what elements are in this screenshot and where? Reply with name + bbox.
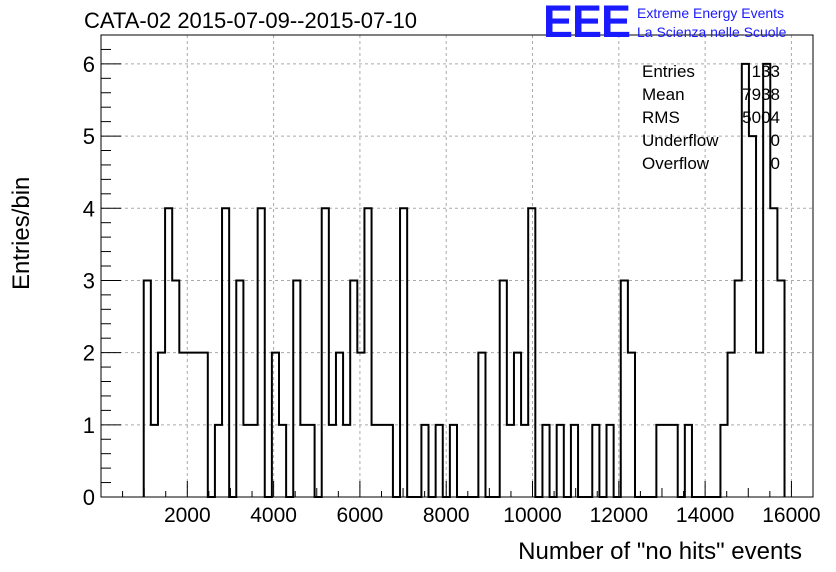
stat-value: 7938 — [742, 85, 780, 104]
x-tick-label: 12000 — [590, 504, 648, 527]
y-tick-label: 4 — [83, 196, 95, 221]
histogram-bin — [735, 280, 742, 497]
histogram-bin — [251, 425, 258, 497]
histogram-bin — [307, 425, 314, 497]
histogram-bin — [671, 425, 678, 497]
histogram-bin — [685, 425, 692, 497]
x-tick-label: 16000 — [762, 504, 820, 527]
histogram-bin — [720, 425, 727, 497]
logo-caption-line-2: La Scienza nelle Scuole — [637, 24, 787, 40]
histogram-bin — [656, 425, 663, 497]
histogram-bin — [450, 425, 457, 497]
chart-title: CATA-02 2015-07-09--2015-07-10 — [84, 8, 418, 33]
stat-label: Overflow — [642, 154, 710, 173]
histogram-bin — [521, 425, 528, 497]
x-tick-label: 10000 — [503, 504, 561, 527]
histogram-bin — [350, 280, 357, 497]
x-tick-label: 4000 — [250, 504, 297, 527]
histogram-bin — [215, 425, 222, 497]
histogram-bin — [542, 425, 549, 497]
x-tick-label: 8000 — [423, 504, 470, 527]
histogram-bin — [243, 425, 250, 497]
histogram-bin — [372, 425, 379, 497]
x-tick-label: 6000 — [337, 504, 384, 527]
eee-logo: EEE — [543, 0, 631, 47]
stat-row-overflow: Overflow 0 — [642, 152, 780, 175]
histogram-bin — [557, 425, 564, 497]
histogram-bin — [293, 280, 300, 497]
histogram-bin — [749, 136, 756, 497]
histogram-bin — [379, 425, 386, 497]
histogram-bin — [663, 425, 670, 497]
x-tick-label: 14000 — [676, 504, 734, 527]
y-tick-label: 6 — [83, 52, 95, 77]
histogram-bin — [777, 280, 784, 497]
stat-label: Mean — [642, 85, 685, 104]
y-tick-label: 3 — [83, 268, 95, 293]
x-tick-label: 2000 — [164, 504, 211, 527]
y-tick-label: 2 — [83, 341, 95, 366]
y-axis-label-wrap: Entries/bin — [8, 176, 38, 330]
stat-value: 133 — [751, 62, 780, 81]
histogram-bin — [507, 425, 514, 497]
y-tick-label: 5 — [83, 124, 95, 149]
stats-box: Entries 133 Mean 7938 RMS 5004 Underflow… — [642, 60, 780, 175]
histogram-bin — [607, 425, 614, 497]
histogram-bin — [151, 425, 158, 497]
histogram-bin — [172, 280, 179, 497]
histogram-bin — [329, 425, 336, 497]
stat-value: 5004 — [742, 108, 780, 127]
histogram-bin — [300, 425, 307, 497]
histogram-bin — [436, 425, 443, 497]
histogram-bin — [343, 425, 350, 497]
histogram-bin — [421, 425, 428, 497]
stat-row-mean: Mean 7938 — [642, 83, 780, 106]
histogram-bin — [500, 280, 507, 497]
stat-row-underflow: Underflow 0 — [642, 129, 780, 152]
stat-label: Entries — [642, 62, 695, 81]
histogram-bin — [592, 425, 599, 497]
stat-label: RMS — [642, 108, 680, 127]
y-axis-label: Entries/bin — [8, 176, 35, 290]
x-axis-label: Number of "no hits" events — [518, 538, 802, 565]
logo-caption: Extreme Energy Events La Scienza nelle S… — [637, 4, 786, 42]
stat-row-rms: RMS 5004 — [642, 106, 780, 129]
histogram-bin — [236, 280, 243, 497]
histogram-bin — [144, 280, 151, 497]
stat-value: 0 — [770, 154, 780, 173]
histogram-bin — [279, 425, 286, 497]
histogram-bin — [386, 425, 393, 497]
y-tick-label: 0 — [83, 485, 95, 510]
y-tick-label: 1 — [83, 413, 95, 438]
logo-caption-line-1: Extreme Energy Events — [637, 5, 785, 21]
histogram-bin — [571, 425, 578, 497]
stat-label: Underflow — [642, 131, 719, 150]
histogram-bin — [621, 280, 628, 497]
stat-value: 0 — [770, 131, 780, 150]
stat-row-entries: Entries 133 — [642, 60, 780, 83]
